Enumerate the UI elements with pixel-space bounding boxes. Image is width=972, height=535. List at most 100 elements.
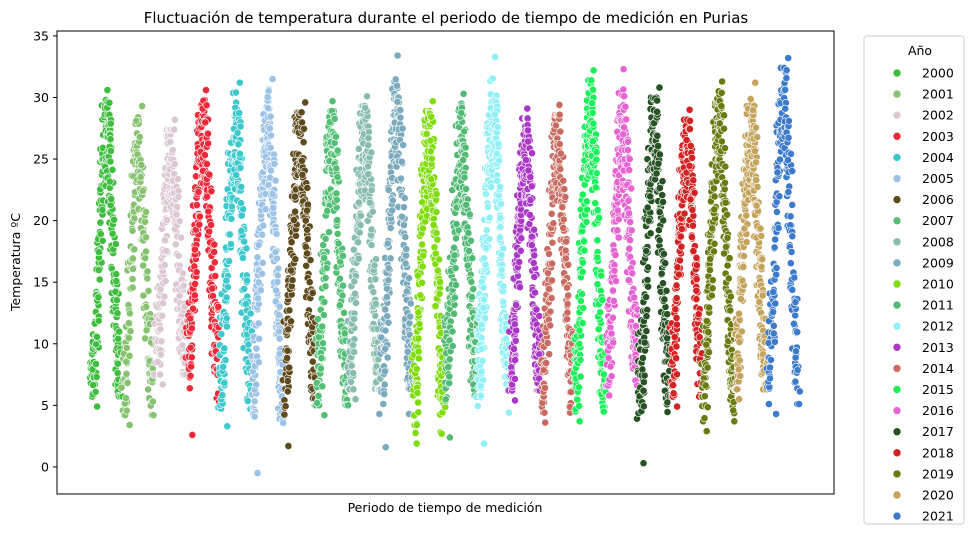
data-point-2013 [526, 196, 535, 204]
data-point-2004 [240, 237, 249, 246]
data-point-2011 [457, 109, 466, 117]
data-point-2005 [269, 203, 278, 212]
data-point-2017 [653, 96, 661, 105]
data-point-2008 [367, 186, 376, 195]
data-point-2004 [222, 322, 231, 331]
data-point-2009 [381, 326, 390, 335]
data-point-2019 [717, 88, 726, 97]
data-point-2017 [661, 259, 670, 268]
data-point-2012 [493, 149, 501, 158]
data-point-2008 [369, 288, 378, 296]
data-point-2012 [496, 222, 505, 231]
data-point-2018 [688, 233, 696, 241]
data-point-2014 [559, 176, 568, 185]
data-point-2018 [686, 116, 694, 125]
data-point-2004 [232, 88, 240, 97]
data-point-2001 [138, 187, 147, 195]
data-point-2010 [426, 147, 435, 156]
data-point-2006 [287, 266, 295, 275]
data-point-2001 [128, 275, 137, 283]
data-point-2019 [721, 144, 729, 153]
data-point-2005 [273, 278, 282, 286]
data-point-2003 [208, 284, 217, 293]
data-point-2001 [126, 327, 135, 336]
data-point-2019 [720, 124, 728, 133]
data-point-2012 [480, 295, 488, 304]
data-point-2003 [207, 187, 216, 196]
data-point-2003 [195, 220, 204, 229]
data-point-2015 [593, 206, 602, 214]
data-point-2002 [173, 202, 181, 211]
data-point-2015 [600, 370, 608, 379]
data-point-2009 [406, 299, 415, 308]
data-point-2010 [427, 112, 436, 121]
data-point-2019 [710, 184, 718, 193]
data-point-2000 [114, 334, 123, 343]
data-point-2014 [552, 121, 560, 130]
data-point-2013 [527, 182, 536, 191]
data-point-2000 [113, 296, 121, 305]
data-point-2006 [280, 410, 289, 419]
data-point-2013 [510, 345, 518, 353]
data-point-2011-min [445, 433, 454, 442]
data-point-2019 [703, 363, 712, 372]
data-point-2015 [588, 109, 597, 117]
data-point-2002 [168, 146, 177, 154]
data-point-2011 [448, 327, 457, 336]
data-point-2019 [724, 274, 733, 283]
data-point-2010-min [412, 439, 421, 448]
data-point-2018 [671, 305, 680, 314]
data-point-2007 [319, 339, 327, 348]
data-point-2010 [432, 190, 441, 198]
data-point-2007 [340, 329, 349, 338]
data-point-2007 [314, 391, 323, 400]
data-point-2009 [396, 174, 405, 183]
data-point-2017 [656, 184, 664, 192]
data-point-2018 [672, 342, 681, 351]
data-point-2005 [258, 269, 266, 278]
data-point-2003-max [202, 86, 210, 94]
data-point-2017 [655, 226, 663, 235]
data-point-2006 [298, 118, 306, 127]
data-point-2019 [720, 111, 728, 120]
data-point-2002 [175, 292, 184, 300]
data-point-2011 [452, 220, 461, 228]
data-point-2005 [254, 358, 263, 367]
data-point-2001-max [138, 102, 146, 110]
data-point-2005 [267, 131, 275, 140]
data-point-2005 [254, 294, 262, 303]
data-point-2012 [477, 391, 485, 400]
data-point-2019 [726, 292, 735, 301]
data-point-2012 [478, 356, 487, 365]
data-point-2009 [380, 390, 389, 398]
data-point-2005 [263, 93, 272, 101]
data-point-2003 [187, 324, 196, 333]
data-point-2015 [578, 319, 587, 327]
data-point-2010 [432, 229, 441, 237]
data-point-2010 [431, 302, 440, 310]
data-point-2003 [202, 160, 211, 168]
data-point-2004 [243, 276, 251, 285]
data-point-2008 [354, 254, 363, 263]
data-point-2007 [325, 228, 333, 236]
data-point-2008 [350, 277, 359, 286]
data-point-2009 [381, 344, 390, 353]
data-point-2015 [591, 199, 600, 208]
data-point-2014 [563, 299, 572, 308]
data-point-2004 [240, 285, 249, 293]
data-point-2000 [107, 147, 115, 155]
data-point-2007 [336, 274, 344, 283]
data-point-2002 [170, 160, 179, 169]
data-point-2017 [638, 365, 647, 374]
data-point-2019 [705, 303, 713, 312]
data-point-2016 [614, 233, 623, 242]
data-point-2010 [419, 224, 427, 233]
data-point-2010 [426, 136, 435, 145]
data-point-2013 [516, 283, 524, 292]
data-point-2007 [318, 382, 327, 391]
data-point-2013 [526, 173, 535, 181]
data-point-2011-max [459, 89, 468, 98]
data-point-2017 [653, 131, 662, 140]
data-point-2008 [354, 198, 363, 207]
